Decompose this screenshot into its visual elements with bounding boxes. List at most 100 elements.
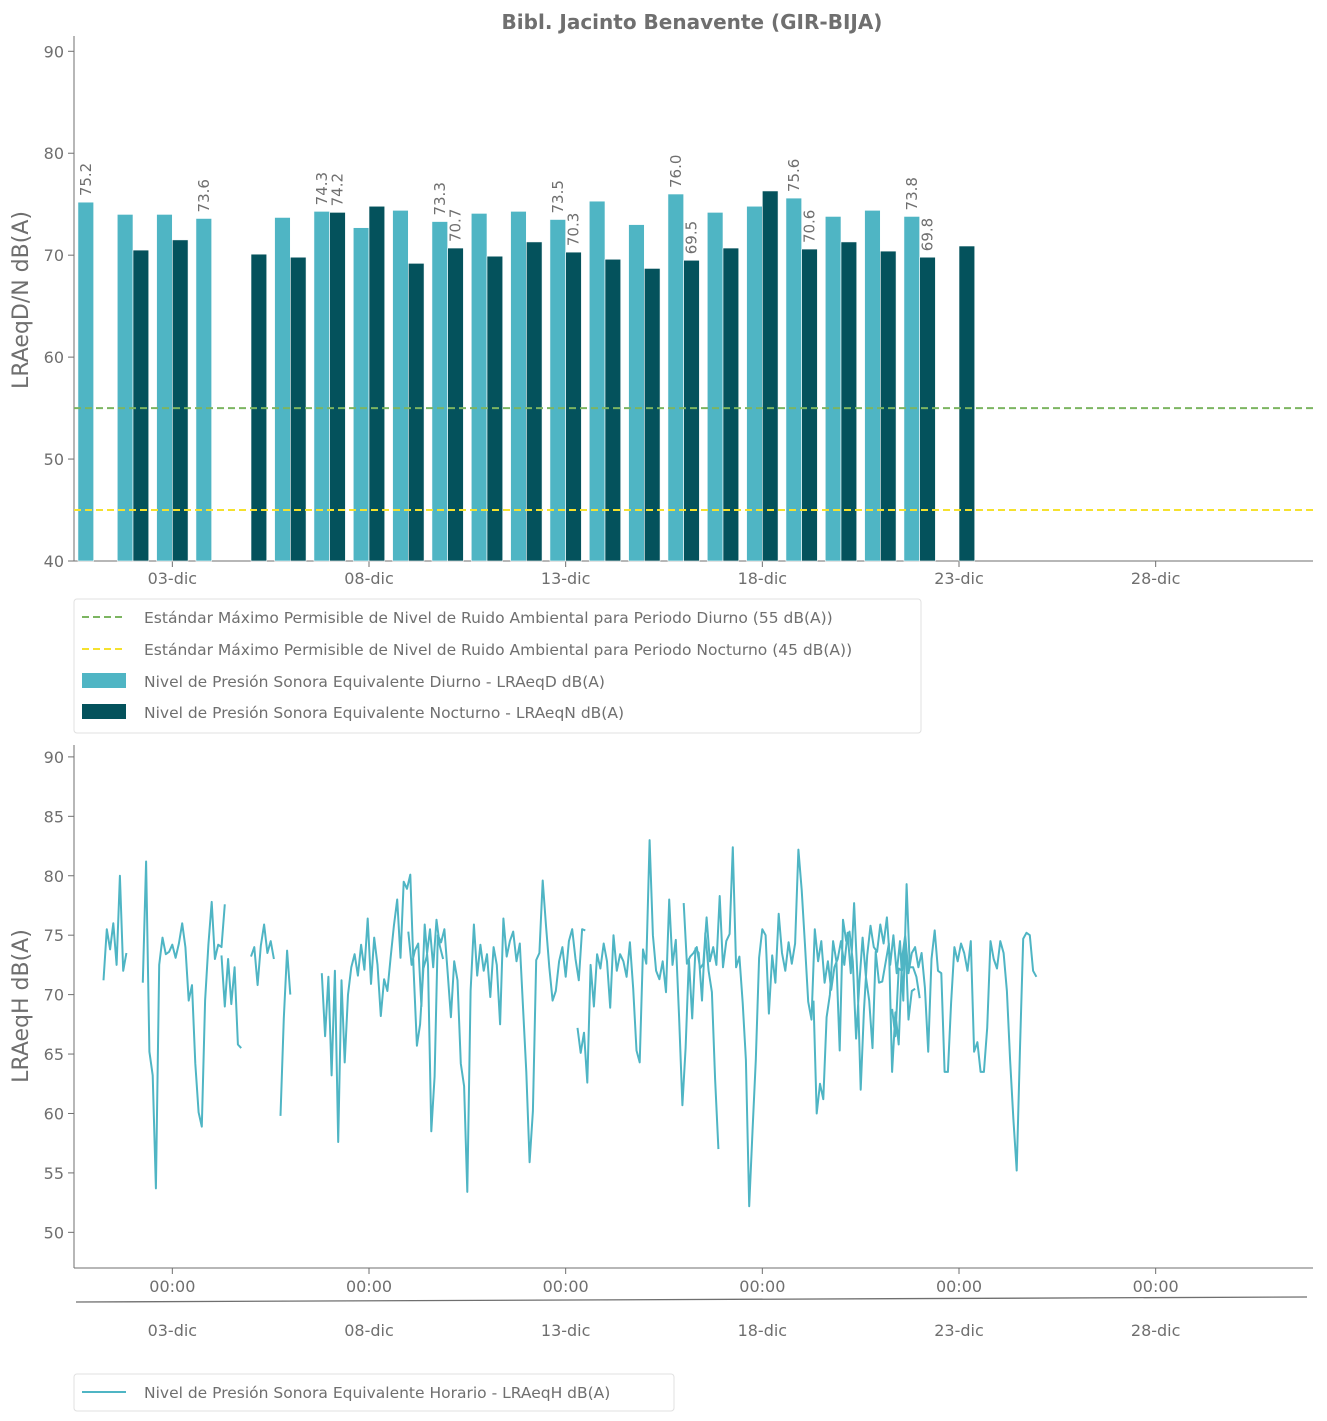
bottom-chart-axes: 50 55 60 65 70 75 80 85 90 00:00 03-dic 00:00 08-dic…	[44, 745, 1313, 1340]
bottom-date-tick-label: 23-dic	[934, 1321, 984, 1340]
nocturno-bar	[290, 256, 307, 562]
bar-data-label: 70.7	[447, 209, 465, 242]
diurno-bar	[156, 214, 173, 562]
top-chart-bar-labels: 75.2 73.6 74.374.2 73.370.7 73.570.3 76.0 69.5…	[77, 155, 937, 255]
nocturno-bar	[565, 251, 582, 562]
bar-data-label: 73.8	[903, 177, 921, 210]
top-y-axis-label: LRAeqD/N dB(A)	[9, 211, 34, 389]
bar-data-label: 70.3	[565, 213, 583, 246]
top-y-tick-label: 60	[44, 348, 64, 367]
bottom-legend-frame	[73, 1373, 675, 1412]
bottom-date-tick-label: 03-dic	[148, 1321, 198, 1340]
legend-swatch-diurno	[82, 673, 126, 688]
diurno-bar	[667, 193, 684, 562]
bottom-y-tick-label: 65	[44, 1045, 64, 1064]
nocturno-bar	[801, 248, 818, 562]
top-x-tick-label: 03-dic	[148, 569, 198, 588]
bar-data-label: 76.0	[667, 155, 685, 188]
bottom-hour-tick-label: 00:00	[149, 1277, 195, 1296]
bottom-y-tick-label: 75	[44, 926, 64, 945]
bar-data-label: 74.2	[329, 173, 347, 206]
diurno-bar	[195, 218, 212, 562]
nocturno-bar	[132, 249, 150, 562]
nocturno-bar	[368, 205, 386, 562]
top-y-tick-label: 40	[44, 552, 64, 571]
bar-data-label: 75.2	[77, 163, 95, 196]
top-legend: Estándar Máximo Permisible de Nivel de R…	[73, 598, 922, 734]
top-y-tick-label: 90	[44, 42, 64, 61]
nocturno-bar	[644, 268, 661, 562]
top-x-tick-label: 28-dic	[1131, 569, 1181, 588]
legend-label-hourly: Nivel de Presión Sonora Equivalente Hora…	[144, 1384, 610, 1402]
nocturno-bar	[919, 256, 936, 562]
bottom-y-tick-label: 85	[44, 807, 64, 826]
diurno-bar	[864, 210, 881, 562]
bottom-hour-tick-label: 00:00	[543, 1277, 589, 1296]
legend-label-std-nocturno: Estándar Máximo Permisible de Nivel de R…	[144, 641, 852, 659]
nocturno-bar	[958, 245, 976, 562]
nocturno-bar	[604, 258, 622, 562]
top-x-tick-label: 23-dic	[934, 569, 984, 588]
bar-data-label: 73.5	[549, 180, 567, 213]
top-x-tick-label: 13-dic	[541, 569, 591, 588]
top-x-tick-label: 18-dic	[738, 569, 788, 588]
nocturno-bar	[840, 241, 858, 562]
top-chart-reference-lines	[74, 407, 1313, 512]
diurno-bar	[470, 213, 488, 562]
bar-data-label: 69.8	[919, 218, 937, 251]
nocturno-bar	[683, 259, 700, 562]
legend-label-nocturno: Nivel de Presión Sonora Equivalente Noct…	[144, 704, 624, 722]
legend-swatch-nocturno	[82, 704, 126, 719]
bottom-date-tick-label: 28-dic	[1131, 1321, 1181, 1340]
bottom-y-axis-label: LRAeqH dB(A)	[9, 929, 34, 1083]
bottom-hour-tick-label: 00:00	[346, 1277, 392, 1296]
bottom-y-tick-label: 70	[44, 986, 64, 1005]
nocturno-bar	[762, 190, 779, 562]
bottom-hour-tick-label: 00:00	[936, 1277, 982, 1296]
bottom-date-tick-label: 13-dic	[541, 1321, 591, 1340]
nocturno-bar	[172, 239, 189, 562]
diurno-bar	[313, 211, 330, 562]
bottom-y-tick-label: 80	[44, 867, 64, 886]
hourly-series-line	[102, 839, 1038, 1208]
bottom-date-tick-label: 18-dic	[738, 1321, 788, 1340]
top-y-tick-label: 50	[44, 450, 64, 469]
nocturno-bar	[722, 247, 740, 562]
bottom-y-tick-label: 90	[44, 748, 64, 767]
secondary-date-axis-line	[75, 1296, 1308, 1303]
top-chart-bars	[77, 190, 976, 562]
legend-label-diurno: Nivel de Presión Sonora Equivalente Diur…	[144, 673, 605, 691]
bottom-hour-tick-label: 00:00	[739, 1277, 785, 1296]
bottom-date-tick-label: 08-dic	[344, 1321, 394, 1340]
diurno-bar	[77, 201, 94, 562]
nocturno-bar	[526, 241, 543, 562]
diurno-bar	[706, 212, 724, 562]
legend-label-std-diurno: Estándar Máximo Permisible de Nivel de R…	[144, 609, 833, 627]
diurno-bar	[116, 214, 134, 562]
chart-title: Bibl. Jacinto Benavente (GIR-BIJA)	[502, 10, 883, 34]
top-chart-axes: 40 50 60 70 80 90 03-dic 08-dic 13-dic 18-dic 23-d…	[44, 36, 1313, 588]
diurno-bar	[588, 200, 606, 562]
bar-data-label: 73.6	[195, 179, 213, 212]
top-x-tick-label: 08-dic	[344, 569, 394, 588]
bottom-y-tick-label: 55	[44, 1164, 64, 1183]
bar-data-label: 74.3	[313, 172, 331, 205]
bottom-legend: Nivel de Presión Sonora Equivalente Hora…	[73, 1373, 675, 1412]
bottom-hour-tick-label: 00:00	[1133, 1277, 1179, 1296]
bar-data-label: 73.3	[431, 182, 449, 215]
diurno-bar	[510, 211, 527, 562]
top-y-tick-label: 80	[44, 144, 64, 163]
diurno-bar	[392, 210, 409, 562]
bottom-y-tick-label: 60	[44, 1104, 64, 1123]
bar-data-label: 70.6	[801, 210, 819, 243]
nocturno-bar	[329, 212, 346, 562]
nocturno-bar	[447, 247, 464, 562]
diurno-bar	[785, 197, 802, 562]
top-y-tick-label: 70	[44, 246, 64, 265]
diurno-bar	[746, 205, 763, 562]
bottom-y-tick-label: 50	[44, 1223, 64, 1242]
nocturno-bar	[408, 263, 425, 562]
bar-data-label: 75.6	[785, 159, 803, 192]
nocturno-bar	[880, 250, 897, 562]
